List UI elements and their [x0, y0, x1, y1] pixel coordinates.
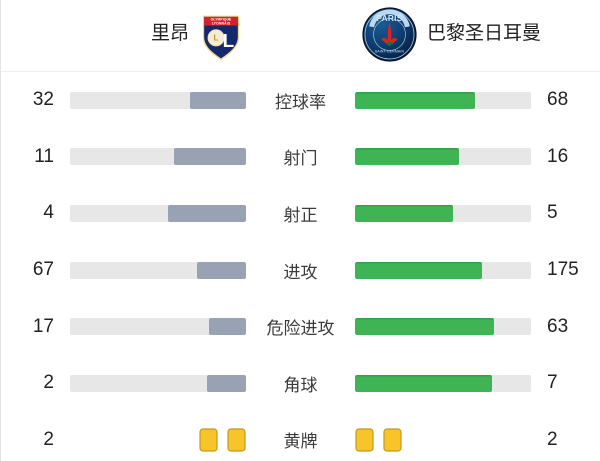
svg-text:L: L: [223, 31, 235, 52]
svg-text:L: L: [214, 34, 219, 43]
svg-text:PARIS: PARIS: [377, 14, 403, 23]
svg-text:LYONNAIS: LYONNAIS: [212, 21, 231, 25]
svg-text:SAINT-GERMAIN: SAINT-GERMAIN: [375, 50, 405, 54]
